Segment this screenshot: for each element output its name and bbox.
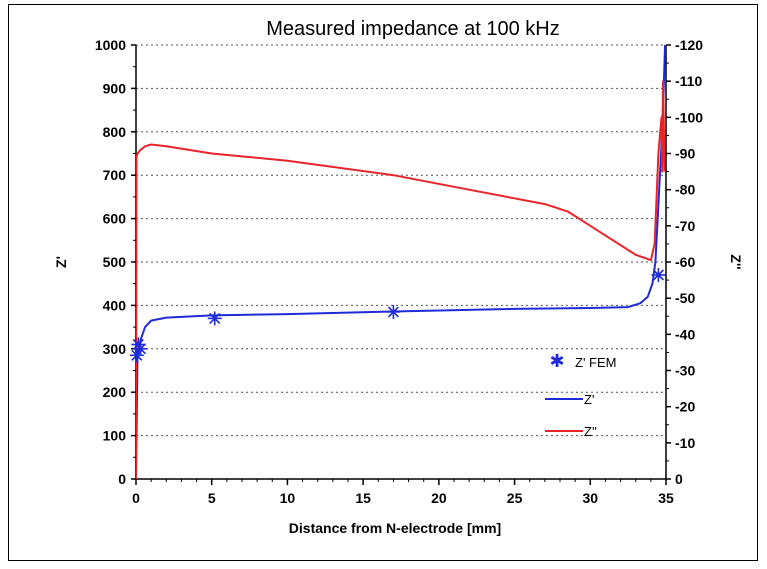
chart-title: Measured impedance at 100 kHz bbox=[266, 18, 560, 40]
legend-label-zprime: Z' bbox=[584, 392, 594, 407]
x-tick-label: 10 bbox=[280, 490, 296, 506]
y2-tick-label: -30 bbox=[675, 363, 695, 379]
legend-label-zdoubleprime: Z'' bbox=[584, 424, 597, 439]
y-tick-label: 900 bbox=[103, 80, 127, 96]
grid bbox=[136, 44, 666, 437]
legend-label-fem: Z' FEM bbox=[575, 355, 616, 370]
y-tick-label: 500 bbox=[103, 254, 127, 270]
y-tick-label: 1000 bbox=[95, 37, 126, 53]
legend-item-fem: ✱ Z' FEM bbox=[549, 351, 616, 372]
fem-marker-stroke bbox=[134, 343, 147, 355]
y2-tick-label: 0 bbox=[675, 471, 683, 487]
y2-tick-label: -40 bbox=[675, 326, 695, 342]
chart-frame: 0 100 200 300 400 500 600 700 800 900 1000 0 -10 -20-… bbox=[8, 4, 758, 561]
fem-marker bbox=[133, 341, 148, 356]
fem-marker-stroke bbox=[132, 338, 144, 351]
x-tick-label: 30 bbox=[582, 490, 598, 506]
y2-tick-label: -90 bbox=[675, 146, 695, 162]
fem-marker-stroke bbox=[652, 269, 664, 281]
axes: 010020030040050060070080090010000-10-20-… bbox=[95, 37, 703, 506]
y-tick-label: 700 bbox=[103, 167, 127, 183]
legend-marker-asterisk-icon: ✱ bbox=[549, 351, 564, 372]
y-tick-label: 0 bbox=[118, 471, 126, 487]
fem-marker bbox=[651, 268, 666, 282]
y2-tick-label: -20 bbox=[675, 399, 695, 415]
y2-tick-label: -110 bbox=[675, 73, 702, 89]
legend-item-zprime: Z' bbox=[545, 392, 594, 407]
x-tick-label: 15 bbox=[355, 490, 371, 506]
y2-tick-label: -80 bbox=[675, 182, 695, 198]
x-tick-label: 0 bbox=[132, 490, 140, 506]
x-tick-label: 25 bbox=[507, 490, 523, 506]
fem-marker-stroke bbox=[209, 312, 221, 324]
y-tick-label: 200 bbox=[103, 384, 127, 400]
fem-marker bbox=[131, 337, 146, 352]
y2-tick-label: -100 bbox=[675, 109, 703, 125]
x-axis-label: Distance from N-electrode [mm] bbox=[289, 520, 501, 536]
y-tick-label: 800 bbox=[103, 124, 127, 140]
legend: ✱ Z' FEM Z' Z'' bbox=[545, 351, 616, 439]
y-tick-label: 100 bbox=[103, 428, 127, 444]
series-line-2 bbox=[136, 80, 666, 479]
impedance-chart: 010020030040050060070080090010000-10-20-… bbox=[53, 18, 744, 536]
y2-tick-label: -60 bbox=[675, 254, 695, 270]
y2-tick-label: -10 bbox=[675, 435, 695, 451]
marker-layer bbox=[129, 268, 666, 363]
series-line-1 bbox=[136, 45, 666, 479]
x-tick-label: 20 bbox=[431, 490, 447, 506]
y2-tick-label: -50 bbox=[675, 290, 695, 306]
fem-marker bbox=[207, 311, 222, 326]
y2-axis-label: Z'' bbox=[728, 254, 744, 269]
y-axis-label: Z' bbox=[53, 256, 69, 268]
y-tick-label: 400 bbox=[103, 297, 127, 313]
fem-marker bbox=[386, 304, 401, 319]
y2-tick-label: -70 bbox=[675, 218, 695, 234]
legend-item-zdoubleprime: Z'' bbox=[545, 424, 597, 439]
x-tick-label: 5 bbox=[208, 490, 216, 506]
y-tick-label: 300 bbox=[103, 341, 127, 357]
y2-tick-label: -120 bbox=[675, 37, 703, 53]
fem-marker-stroke bbox=[387, 306, 399, 318]
x-tick-label: 35 bbox=[658, 490, 674, 506]
title-background bbox=[262, 18, 564, 40]
y-tick-label: 600 bbox=[103, 211, 127, 227]
series-layer bbox=[136, 45, 666, 479]
